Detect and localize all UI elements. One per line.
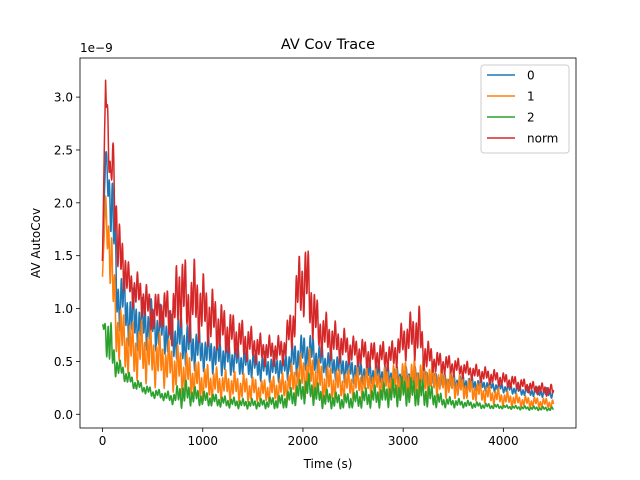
legend-label-norm: norm bbox=[527, 132, 558, 146]
x-axis-label: Time (s) bbox=[303, 457, 353, 471]
x-tick-label: 0 bbox=[99, 434, 107, 448]
series-line-norm bbox=[101, 79, 555, 397]
x-tick-label: 4000 bbox=[488, 434, 519, 448]
x-tick-label: 2000 bbox=[288, 434, 319, 448]
legend-box bbox=[480, 64, 570, 154]
y-scale-label: 1e−9 bbox=[80, 41, 113, 55]
y-tick-label: 2.0 bbox=[54, 196, 73, 210]
y-tick-label: 2.5 bbox=[54, 143, 73, 157]
series-line-1 bbox=[101, 195, 555, 410]
y-tick-label: 0.0 bbox=[54, 408, 73, 422]
legend-label-2: 2 bbox=[527, 111, 535, 125]
legend-label-1: 1 bbox=[527, 90, 535, 104]
y-axis-label: AV AutoCov bbox=[29, 208, 43, 278]
x-tick-label: 1000 bbox=[187, 434, 218, 448]
legend-label-0: 0 bbox=[527, 69, 535, 83]
x-ticks: 0 1000 2000 3000 4000 bbox=[99, 428, 519, 448]
x-tick-label: 3000 bbox=[388, 434, 419, 448]
plot-lines bbox=[101, 79, 555, 412]
y-tick-label: 1.5 bbox=[54, 249, 73, 263]
axes-frame bbox=[79, 57, 577, 429]
y-ticks: 0.0 0.5 1.0 1.5 2.0 2.5 3.0 bbox=[54, 91, 80, 422]
y-tick-label: 0.5 bbox=[54, 355, 73, 369]
series-line-2 bbox=[102, 322, 554, 412]
chart-title: AV Cov Trace bbox=[281, 37, 375, 53]
legend: 0 1 2 norm bbox=[480, 64, 570, 154]
series-line-0 bbox=[101, 150, 555, 399]
y-tick-label: 3.0 bbox=[54, 91, 73, 105]
y-tick-label: 1.0 bbox=[54, 302, 73, 316]
